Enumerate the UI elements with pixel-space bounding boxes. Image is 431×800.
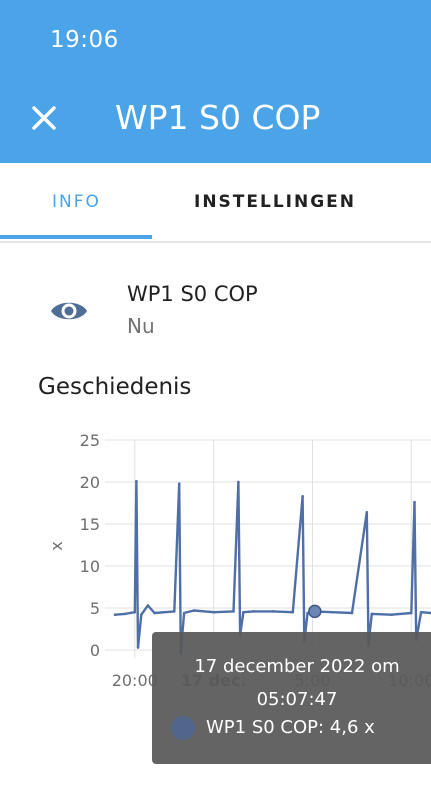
history-heading: Geschiedenis bbox=[38, 374, 192, 400]
data-point bbox=[291, 610, 295, 614]
data-point bbox=[409, 611, 413, 615]
tooltip-date-line2: 05:07:47 bbox=[256, 689, 338, 710]
data-point bbox=[177, 482, 181, 485]
y-tick-label: 25 bbox=[80, 431, 100, 450]
data-point bbox=[330, 610, 334, 614]
y-tick-label: 10 bbox=[80, 557, 100, 576]
data-point bbox=[365, 510, 369, 514]
data-point bbox=[182, 611, 186, 615]
eye-icon bbox=[51, 302, 87, 320]
data-point bbox=[172, 610, 176, 613]
data-point bbox=[301, 494, 304, 498]
x-tick-label: 20:00 bbox=[112, 671, 158, 690]
data-point bbox=[413, 500, 416, 504]
status-time: 19:06 bbox=[50, 27, 119, 53]
y-tick-label: 5 bbox=[90, 599, 100, 618]
data-point bbox=[135, 479, 138, 483]
data-point bbox=[136, 646, 140, 649]
chart-tooltip: 17 december 2022 om 05:07:47 WP1 S0 COP:… bbox=[152, 632, 431, 764]
y-tick-label: 15 bbox=[80, 515, 100, 534]
data-point bbox=[113, 613, 117, 617]
data-point bbox=[390, 613, 393, 617]
tooltip-date-line1: 17 december 2022 om bbox=[194, 656, 400, 677]
app-bar: 19:06 WP1 S0 COP bbox=[0, 0, 431, 163]
tab-bar: INFO INSTELLINGEN bbox=[0, 163, 431, 243]
dialog-title: WP1 S0 COP bbox=[115, 98, 321, 137]
data-point bbox=[192, 609, 196, 612]
y-tick-label: 0 bbox=[90, 641, 100, 660]
tab-info[interactable]: INFO bbox=[52, 192, 101, 212]
tooltip-series-value: WP1 S0 COP: 4,6 x bbox=[206, 717, 375, 738]
tooltip-series-dot bbox=[171, 716, 195, 740]
data-point bbox=[123, 612, 127, 616]
hover-marker bbox=[308, 604, 322, 619]
data-point bbox=[242, 610, 245, 614]
data-point bbox=[370, 612, 374, 616]
data-point bbox=[350, 611, 354, 615]
entity-state: Nu bbox=[127, 314, 155, 338]
y-axis-label: x bbox=[47, 541, 66, 550]
y-tick-label: 20 bbox=[80, 473, 100, 492]
data-point bbox=[146, 604, 150, 607]
entity-name: WP1 S0 COP bbox=[127, 282, 258, 306]
data-point bbox=[133, 610, 137, 614]
series-line bbox=[114, 480, 431, 655]
tooltip-date: 17 december 2022 om 05:07:47 bbox=[152, 650, 431, 716]
data-point bbox=[153, 611, 156, 615]
data-point bbox=[419, 610, 423, 614]
data-point bbox=[232, 610, 235, 613]
data-point bbox=[212, 610, 216, 614]
close-icon[interactable] bbox=[26, 100, 62, 136]
data-point bbox=[251, 610, 255, 613]
active-tab-indicator bbox=[0, 235, 152, 239]
tab-instellingen[interactable]: INSTELLINGEN bbox=[194, 192, 357, 212]
data-point bbox=[271, 610, 275, 613]
data-point bbox=[237, 480, 240, 484]
data-point bbox=[140, 613, 143, 617]
